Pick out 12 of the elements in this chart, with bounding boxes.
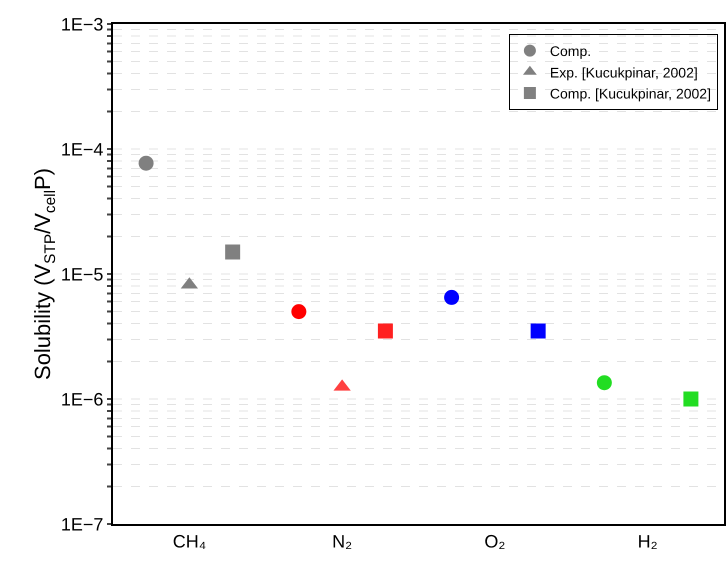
y-tick-label: 1E−6 (60, 389, 104, 410)
x-tick-label: N₂ (332, 532, 352, 552)
legend-label: Comp. (550, 43, 592, 60)
x-tick-label: H₂ (638, 532, 658, 552)
y-tick-label: 1E−5 (60, 264, 104, 284)
y-tick-label: 1E−4 (60, 139, 104, 160)
x-tick-label: CH₄ (172, 532, 206, 552)
legend-label: Exp. [Kucukpinar, 2002] (550, 64, 698, 80)
y-tick-label: 1E−7 (60, 514, 104, 534)
legend-label: Comp. [Kucukpinar, 2002] (550, 85, 711, 102)
y-tick-label: 1E−3 (60, 14, 104, 34)
x-tick-label: O₂ (484, 532, 506, 552)
